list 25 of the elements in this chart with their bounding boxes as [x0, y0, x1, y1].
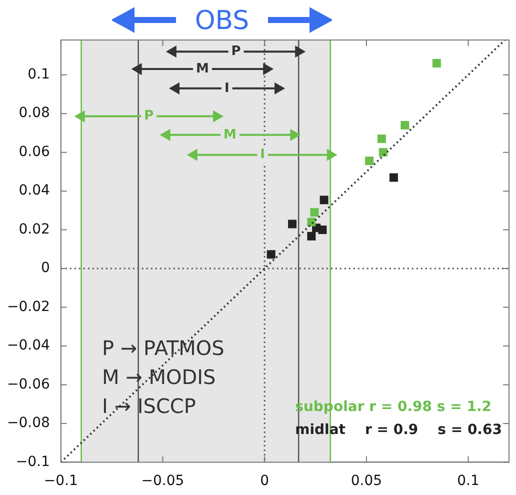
y-tick-label: −0.02	[6, 298, 50, 315]
y-tick-label: −0.06	[6, 376, 50, 392]
annotation: M	[223, 127, 236, 142]
y-tick-label: 0.06	[18, 144, 50, 160]
y-tick-label: 0.08	[18, 105, 50, 122]
text: OBS	[194, 6, 250, 36]
y-tick-label: −0.08	[6, 415, 50, 432]
annotation: P	[231, 44, 241, 59]
x-tick-label: −0.1	[44, 473, 78, 490]
annotation: I	[260, 147, 265, 162]
x-tick-label: 0.05	[350, 473, 382, 490]
x-tick-label: 0.1	[457, 473, 480, 490]
y-tick-label: −0.1	[16, 454, 50, 470]
y-tick-label: 0.04	[18, 182, 50, 199]
annotation: I → ISCCP	[102, 393, 197, 420]
annotation: I	[224, 80, 230, 96]
y-tick-label: 0	[40, 260, 50, 276]
y-tick-label: 0.1	[28, 66, 50, 82]
x-tick-label: −0.05	[141, 473, 184, 490]
y-tick-label: 0.02	[18, 221, 50, 238]
x-tick-label: 0	[260, 473, 270, 490]
y-tick-label: −0.04	[6, 338, 50, 354]
annotation: P	[144, 108, 154, 124]
annotation: M	[196, 61, 209, 76]
annotation: P → PATMOS	[102, 335, 224, 362]
